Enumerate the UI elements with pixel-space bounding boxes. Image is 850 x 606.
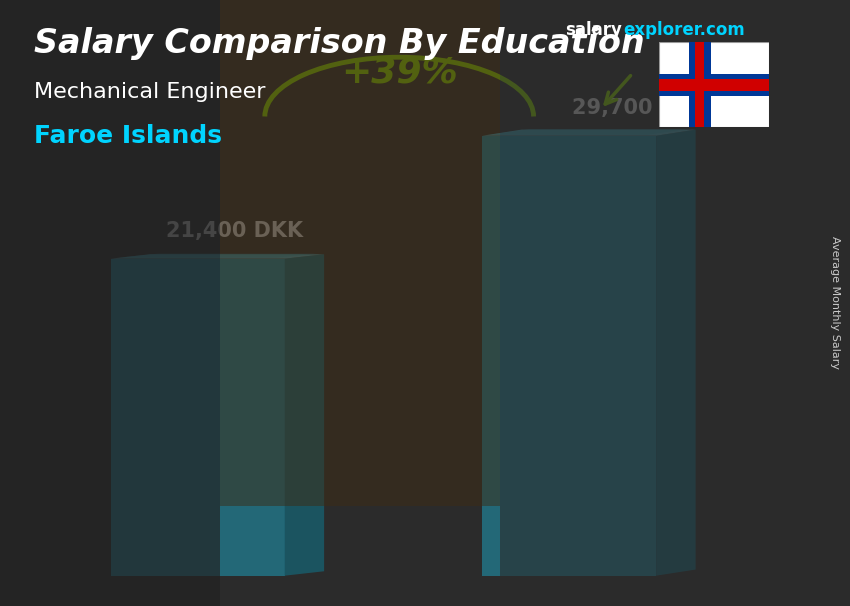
Polygon shape xyxy=(688,42,711,127)
Polygon shape xyxy=(0,0,220,606)
Polygon shape xyxy=(482,136,656,576)
Text: explorer.com: explorer.com xyxy=(623,21,745,39)
Text: Faroe Islands: Faroe Islands xyxy=(34,124,222,148)
Polygon shape xyxy=(500,0,850,606)
Text: Mechanical Engineer: Mechanical Engineer xyxy=(34,82,265,102)
Text: salary: salary xyxy=(565,21,622,39)
Polygon shape xyxy=(490,129,688,135)
Polygon shape xyxy=(695,42,704,127)
Text: Salary Comparison By Education: Salary Comparison By Education xyxy=(34,27,644,60)
Polygon shape xyxy=(659,74,769,96)
Text: 29,700 DKK: 29,700 DKK xyxy=(572,98,709,118)
Text: 21,400 DKK: 21,400 DKK xyxy=(166,221,303,241)
Text: Average Monthly Salary: Average Monthly Salary xyxy=(830,236,840,370)
Polygon shape xyxy=(119,254,316,258)
Polygon shape xyxy=(656,130,695,576)
Polygon shape xyxy=(285,255,324,576)
Text: +39%: +39% xyxy=(341,55,457,89)
Polygon shape xyxy=(220,0,500,506)
Polygon shape xyxy=(110,255,324,259)
Polygon shape xyxy=(482,130,695,136)
Polygon shape xyxy=(659,42,769,127)
Polygon shape xyxy=(659,79,769,91)
Polygon shape xyxy=(110,259,285,576)
